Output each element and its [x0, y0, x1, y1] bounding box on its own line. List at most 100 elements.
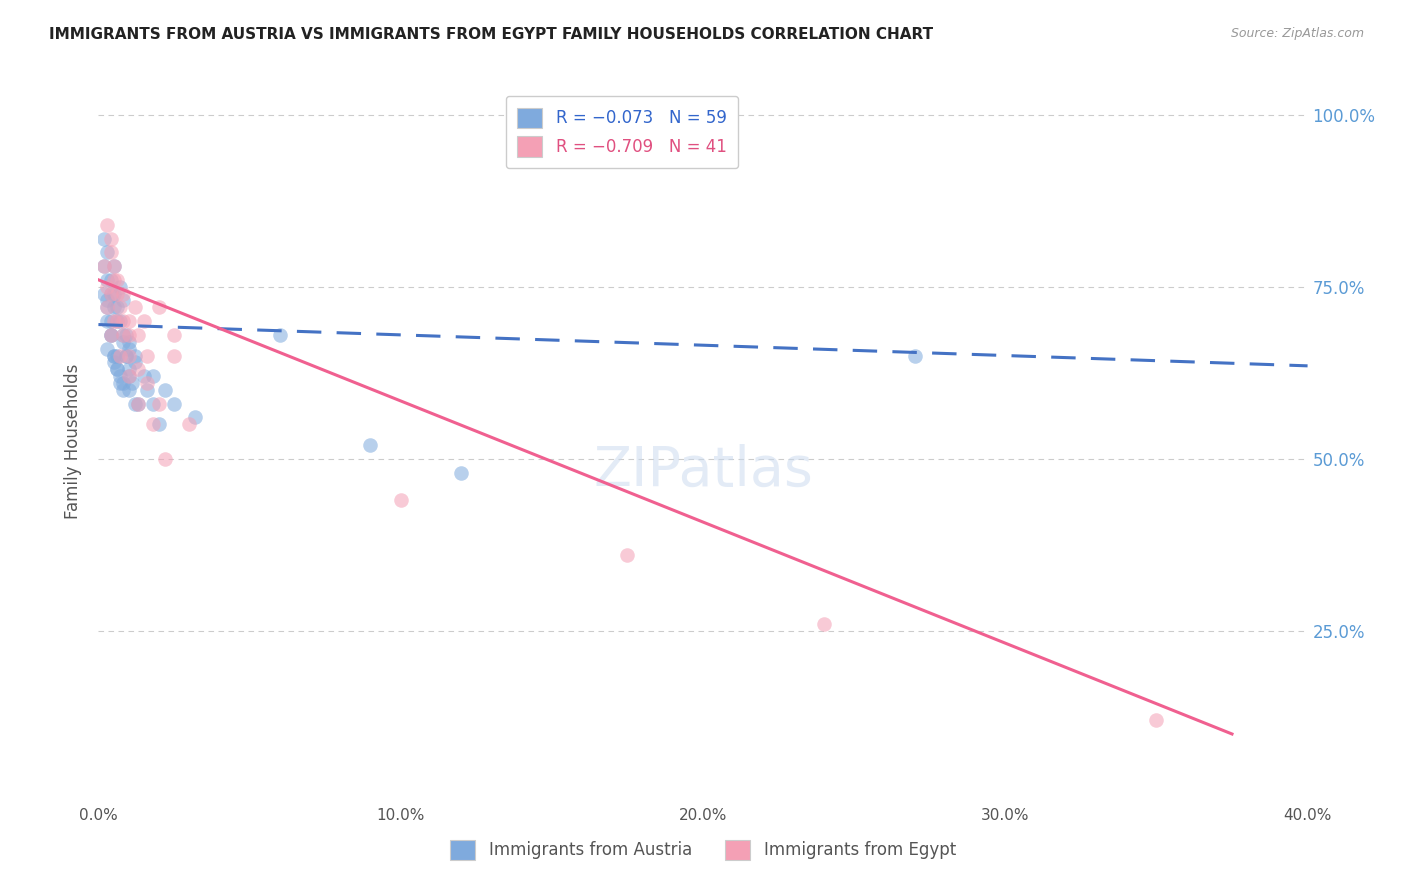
Text: ZIPatlas: ZIPatlas [593, 443, 813, 498]
Point [118, 369, 141, 384]
Point [108, 279, 131, 293]
Point [96, 273, 118, 287]
Point [111, 286, 134, 301]
Point [96, 342, 118, 356]
Point [142, 369, 165, 384]
Point [121, 376, 143, 390]
Point [389, 493, 412, 508]
Point [111, 327, 134, 342]
Point [103, 349, 125, 363]
Point [100, 314, 122, 328]
Point [105, 301, 128, 315]
Point [108, 349, 131, 363]
Point [127, 397, 149, 411]
Point [96, 293, 118, 308]
Point [100, 245, 122, 260]
Point [184, 410, 207, 425]
Point [148, 301, 170, 315]
Point [93, 259, 115, 273]
Point [148, 397, 170, 411]
Point [96, 301, 118, 315]
Point [103, 301, 125, 315]
Point [93, 259, 115, 273]
Point [111, 334, 134, 349]
Point [118, 369, 141, 384]
Point [127, 362, 149, 376]
Point [163, 327, 186, 342]
Point [153, 451, 176, 466]
Point [96, 301, 118, 315]
Point [103, 286, 125, 301]
Point [96, 245, 118, 260]
Point [124, 397, 146, 411]
Point [118, 349, 141, 363]
Point [360, 438, 382, 452]
Point [105, 314, 128, 328]
Point [111, 293, 134, 308]
Point [813, 616, 835, 631]
Point [103, 355, 125, 369]
Text: Source: ZipAtlas.com: Source: ZipAtlas.com [1230, 27, 1364, 40]
Point [108, 314, 131, 328]
Point [108, 376, 131, 390]
Point [100, 327, 122, 342]
Point [114, 349, 136, 363]
Point [111, 383, 134, 397]
Point [163, 349, 186, 363]
Point [127, 327, 149, 342]
Point [105, 349, 128, 363]
Point [269, 327, 291, 342]
Point [904, 349, 927, 363]
Point [103, 349, 125, 363]
Legend: Immigrants from Austria, Immigrants from Egypt: Immigrants from Austria, Immigrants from… [443, 833, 963, 867]
Point [103, 314, 125, 328]
Point [103, 259, 125, 273]
Point [616, 548, 638, 562]
Point [114, 327, 136, 342]
Point [124, 301, 146, 315]
Point [135, 376, 157, 390]
Point [100, 327, 122, 342]
Point [118, 362, 141, 376]
Point [118, 314, 141, 328]
Point [105, 286, 128, 301]
Point [105, 362, 128, 376]
Point [111, 314, 134, 328]
Point [108, 301, 131, 315]
Point [179, 417, 201, 432]
Point [105, 273, 128, 287]
Point [100, 286, 122, 301]
Point [96, 218, 118, 232]
Point [105, 314, 128, 328]
Point [135, 383, 157, 397]
Point [105, 362, 128, 376]
Point [118, 327, 141, 342]
Point [103, 273, 125, 287]
Point [124, 355, 146, 369]
Point [100, 273, 122, 287]
Point [142, 417, 165, 432]
Text: IMMIGRANTS FROM AUSTRIA VS IMMIGRANTS FROM EGYPT FAMILY HOUSEHOLDS CORRELATION C: IMMIGRANTS FROM AUSTRIA VS IMMIGRANTS FR… [49, 27, 934, 42]
Point [114, 349, 136, 363]
Point [1144, 713, 1167, 727]
Point [142, 397, 165, 411]
Point [93, 231, 115, 245]
Point [118, 334, 141, 349]
Point [124, 349, 146, 363]
Point [135, 349, 157, 363]
Point [111, 376, 134, 390]
Point [450, 466, 472, 480]
Point [108, 369, 131, 384]
Point [127, 397, 149, 411]
Point [111, 327, 134, 342]
Point [118, 383, 141, 397]
Y-axis label: Family Households: Family Households [65, 364, 83, 519]
Point [103, 259, 125, 273]
Point [93, 286, 115, 301]
Point [163, 397, 186, 411]
Point [118, 342, 141, 356]
Point [96, 279, 118, 293]
Point [100, 327, 122, 342]
Point [96, 314, 118, 328]
Point [100, 231, 122, 245]
